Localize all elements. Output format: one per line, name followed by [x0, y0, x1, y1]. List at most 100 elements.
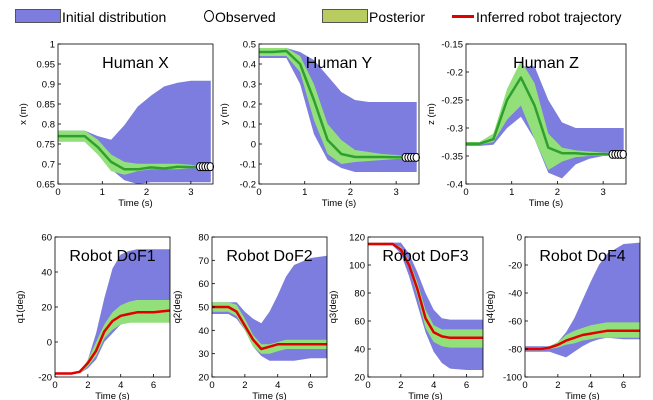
- initial-distribution-band: [58, 80, 211, 184]
- y-tick-label: -0.1: [240, 160, 256, 171]
- y-axis-label: x (m): [18, 103, 29, 125]
- x-tick-label: 0: [522, 380, 527, 391]
- posterior-mean-line: [466, 76, 624, 156]
- y-tick-label: 0: [47, 338, 52, 349]
- y-tick-label: 0.8: [42, 120, 55, 131]
- x-tick-label: 2: [555, 187, 560, 198]
- x-axis-label: Time (s): [252, 391, 286, 400]
- y-axis-label: q3(deg): [328, 291, 339, 324]
- y-tick-label: 0.2: [243, 100, 256, 111]
- x-tick-label: 4: [118, 380, 123, 391]
- y-axis-label: q4(deg): [485, 291, 496, 324]
- x-tick-label: 2: [144, 187, 149, 198]
- x-tick-label: 2: [398, 380, 403, 391]
- axes-box: [524, 236, 641, 378]
- x-tick-label: 1: [100, 187, 105, 198]
- x-tick-label: 3: [393, 187, 398, 198]
- chart-panel-2: -0.2 -0.1 0 0.1 0.2 0.3 0.4 0.5 0 1 2 3 Time (s) y (m…: [219, 40, 420, 209]
- legend: Initial distribution Observed Posterior …: [0, 0, 653, 34]
- y-tick-label: 0.9: [42, 80, 55, 91]
- x-tick-label: 2: [555, 380, 560, 391]
- y-tick-label: -100: [503, 373, 522, 384]
- posterior-band: [212, 302, 327, 354]
- y-axis-label: z (m): [426, 103, 437, 125]
- initial-distribution-band: [259, 48, 417, 172]
- posterior-band: [525, 322, 640, 351]
- y-tick-label: 60: [354, 317, 365, 328]
- chart-title: Human Z: [513, 55, 579, 72]
- y-tick-label: -0.2: [447, 68, 463, 79]
- chart-title: Human X: [102, 55, 169, 72]
- axes-box: [258, 43, 420, 185]
- inferred-trajectory-line: [525, 329, 640, 351]
- x-tick-label: 0: [52, 380, 57, 391]
- x-tick-label: 6: [464, 380, 469, 391]
- y-tick-label: 0.65: [37, 180, 56, 191]
- y-tick-label: -20: [508, 261, 522, 272]
- y-tick-label: -0.25: [441, 96, 463, 107]
- y-tick-label: -40: [508, 289, 522, 300]
- posterior-mean-line: [259, 49, 417, 159]
- x-axis-label: Time (s): [118, 198, 152, 209]
- x-tick-label: 0: [256, 187, 261, 198]
- posterior-band: [259, 48, 417, 164]
- observed-point: [206, 162, 215, 172]
- y-tick-label: 70: [198, 256, 209, 267]
- posterior-mean-line: [58, 134, 211, 171]
- legend-observed-marker: [204, 10, 214, 22]
- posterior-band: [466, 60, 624, 170]
- legend-posterior-swatch: [322, 9, 368, 23]
- x-axis-label: Time (s): [565, 391, 599, 400]
- y-tick-label: -60: [508, 317, 522, 328]
- y-tick-label: -0.4: [447, 180, 463, 191]
- inferred-trajectory-line: [212, 305, 327, 351]
- y-tick-label: 80: [198, 233, 209, 244]
- legend-trajectory-label: Inferred robot trajectory: [476, 9, 622, 25]
- axes-box: [57, 43, 214, 185]
- y-tick-label: -80: [508, 345, 522, 356]
- x-tick-label: 3: [600, 187, 605, 198]
- chart-panel-1: 0.65 0.7 0.75 0.8 0.85 0.9 0.95 1 0 1 2 3 Time (s) x …: [18, 40, 215, 209]
- y-tick-label: 0.95: [37, 60, 56, 71]
- x-tick-label: 2: [348, 187, 353, 198]
- inferred-trajectory-line: [368, 242, 483, 340]
- chart-title: Robot DoF3: [382, 248, 468, 265]
- y-tick-label: 40: [198, 326, 209, 337]
- observed-point: [619, 149, 627, 159]
- x-tick-label: 0: [55, 187, 60, 198]
- y-tick-label: 0.1: [243, 120, 256, 131]
- y-tick-label: 40: [354, 345, 365, 356]
- x-tick-label: 6: [621, 380, 626, 391]
- axes-box: [465, 43, 627, 185]
- y-tick-label: 0: [517, 233, 522, 244]
- y-tick-label: 0.4: [243, 60, 256, 71]
- chart-panel-5: 20 30 40 50 60 70 80 0 2 4 6 Time (s) q2(deg) Robot D…: [172, 233, 328, 400]
- legend-initial-label: Initial distribution: [62, 9, 167, 25]
- chart-panel-6: 20 40 60 80 100 120 0 2 4 6 Time (s) q3(deg) Robot D…: [328, 233, 484, 400]
- x-tick-label: 4: [431, 380, 436, 391]
- y-tick-label: 0.7: [42, 160, 55, 171]
- x-tick-label: 1: [509, 187, 514, 198]
- y-tick-label: 20: [41, 303, 52, 314]
- y-tick-label: 50: [198, 303, 209, 314]
- y-axis-label: q1(deg): [15, 291, 26, 324]
- y-axis-label: q2(deg): [172, 291, 183, 324]
- x-axis-label: Time (s): [529, 198, 563, 209]
- y-tick-label: 80: [354, 289, 365, 300]
- chart-panel-7: -100 -80 -60 -40 -20 0 0 2 4 6 Time (s) q4(deg) Robo…: [485, 233, 641, 400]
- x-axis-label: Time (s): [95, 391, 129, 400]
- y-tick-label: 40: [41, 268, 52, 279]
- y-tick-label: -0.3: [447, 124, 463, 135]
- y-tick-label: 20: [198, 373, 209, 384]
- chart-title: Robot DoF4: [539, 248, 625, 265]
- y-tick-label: 0.5: [243, 40, 256, 51]
- y-tick-label: 0.85: [37, 100, 56, 111]
- x-tick-label: 0: [365, 380, 370, 391]
- chart-title: Robot DoF2: [226, 248, 312, 265]
- x-tick-label: 0: [463, 187, 468, 198]
- y-tick-label: 1: [50, 40, 55, 51]
- posterior-band: [58, 130, 211, 175]
- initial-distribution-band: [55, 249, 170, 374]
